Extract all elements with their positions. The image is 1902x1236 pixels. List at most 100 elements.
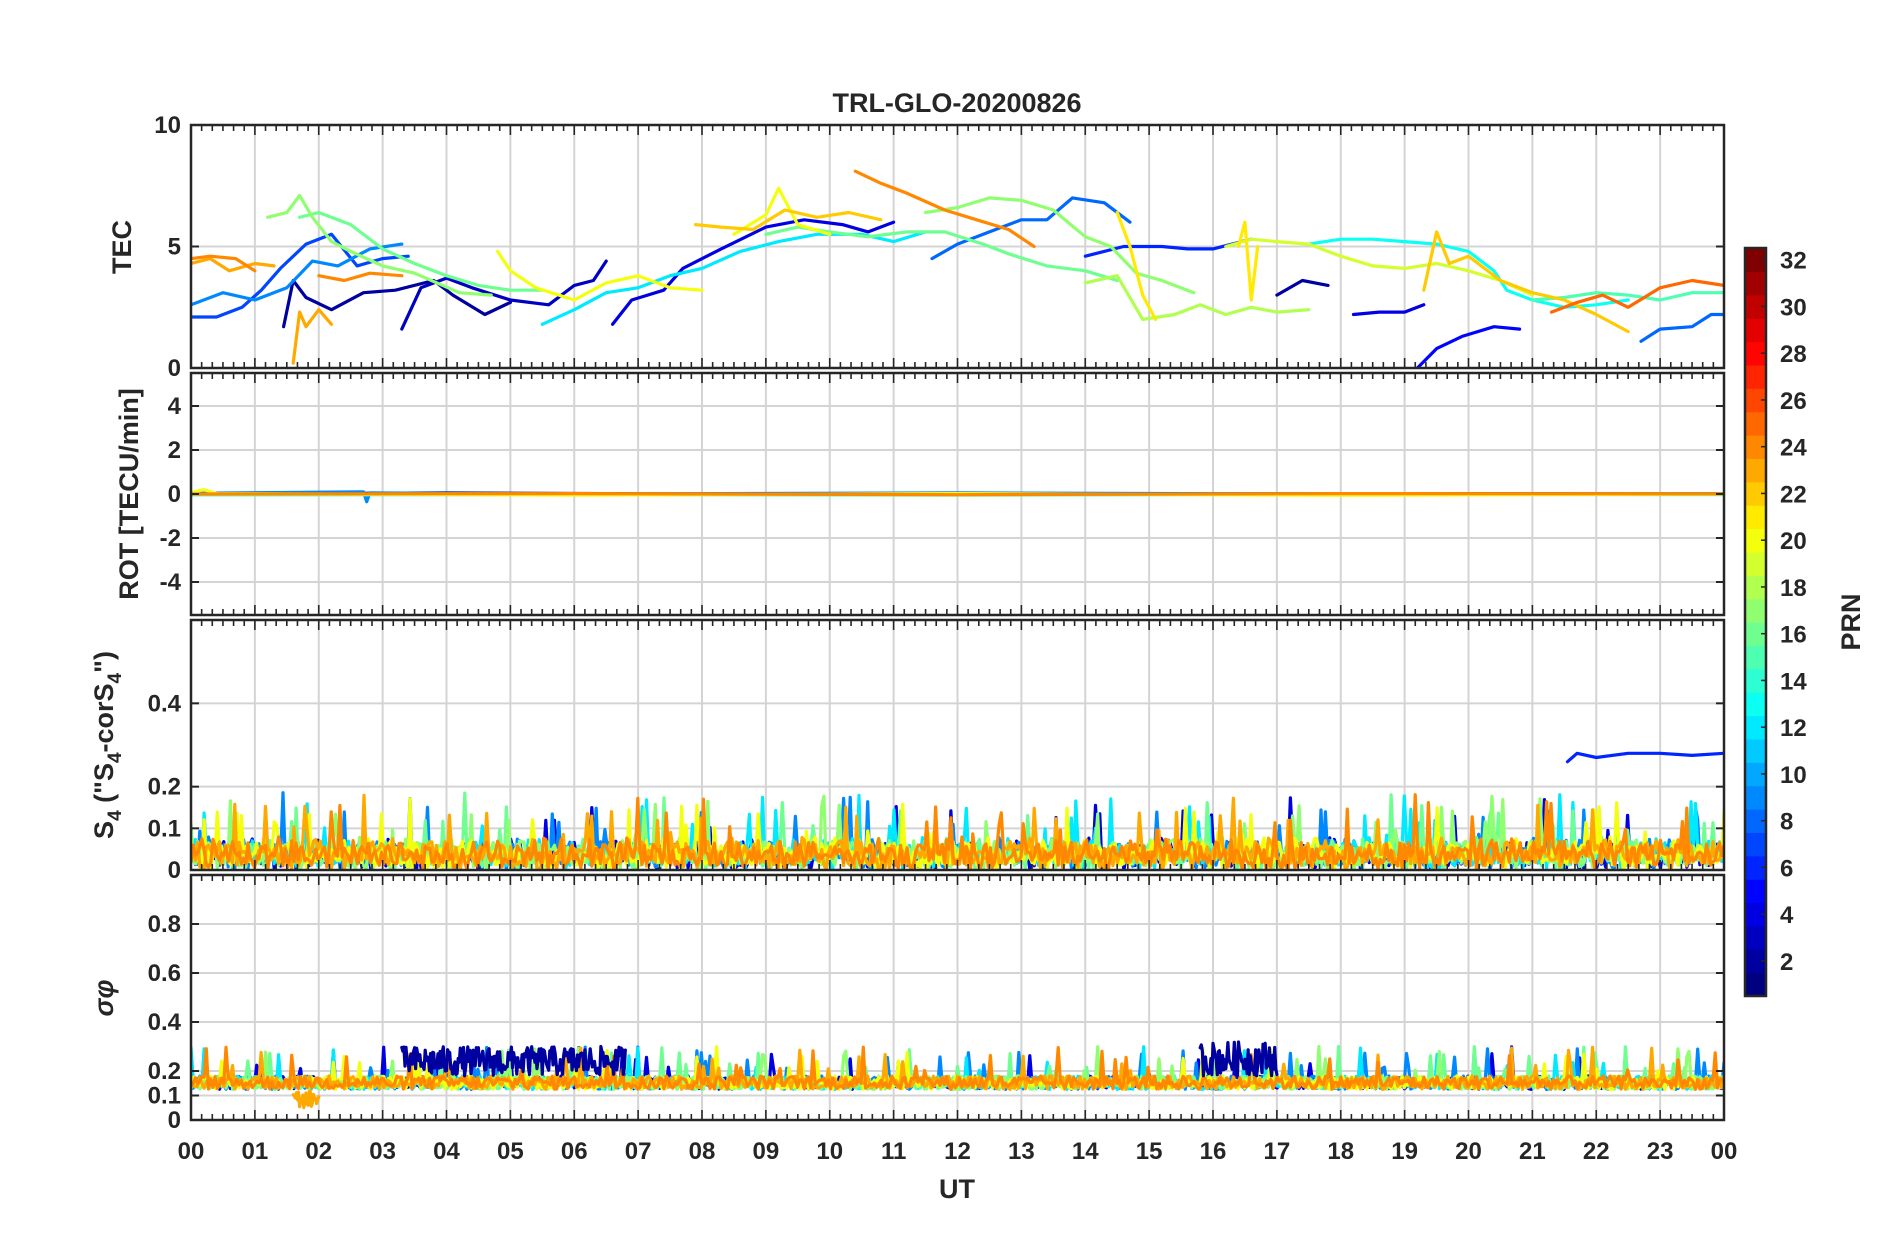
series-tec xyxy=(191,169,1724,368)
colorbar-label: PRN xyxy=(1836,593,1866,650)
feature-trace-prn-23 xyxy=(291,1089,321,1110)
series-prn-22 xyxy=(1422,230,1630,334)
y-tick-label: 5 xyxy=(168,234,181,261)
colorbar-band xyxy=(1745,785,1766,810)
series-rot xyxy=(191,488,1724,504)
colorbar-band xyxy=(1745,715,1766,740)
colorbar-band xyxy=(1745,388,1766,413)
panel-sigphi: 00.10.2 0.4 0.6 0.8 σφ xyxy=(89,873,1726,1134)
series-sigphi xyxy=(191,1040,1724,1110)
series-prn-24 xyxy=(191,492,1724,497)
x-tick-label: 10 xyxy=(816,1138,843,1165)
series-prn-24 xyxy=(317,271,404,283)
colorbar-band xyxy=(1745,294,1766,319)
colorbar-band xyxy=(1745,738,1766,763)
series-prn-24 xyxy=(191,254,257,273)
x-tick-label: 07 xyxy=(625,1138,652,1165)
colorbar-band xyxy=(1745,949,1766,974)
colorbar-tick-label: 10 xyxy=(1780,762,1807,789)
x-tick-label: 16 xyxy=(1200,1138,1227,1165)
x-tick-label: 15 xyxy=(1136,1138,1163,1165)
series-prn-4 xyxy=(1351,303,1426,317)
series-prn-17 xyxy=(266,193,493,297)
y-tick-label: 0 xyxy=(168,481,181,508)
colorbar-band xyxy=(1745,505,1766,530)
series-prn-23 xyxy=(191,257,276,273)
x-tick-label: 21 xyxy=(1519,1138,1546,1165)
colorbar-band xyxy=(1745,575,1766,600)
colorbar-band xyxy=(1745,855,1766,880)
x-tick-label: 00 xyxy=(1711,1138,1738,1165)
ylabel-sigphi: σφ xyxy=(89,980,119,1017)
series-prn-3 xyxy=(400,259,608,331)
x-tick-label: 08 xyxy=(689,1138,716,1165)
x-tick-label: 14 xyxy=(1072,1138,1099,1165)
y-tick-label: 0.8 xyxy=(148,911,181,938)
x-tick-label: 11 xyxy=(881,1138,906,1165)
x-axis-label: UT xyxy=(939,1174,975,1204)
colorbar-band xyxy=(1745,972,1766,997)
colorbar-band xyxy=(1745,762,1766,787)
series-prn-15 xyxy=(1530,291,1724,302)
colorbar-tick-label: 22 xyxy=(1780,481,1807,508)
colorbar-bands xyxy=(1745,248,1766,997)
colorbar-band xyxy=(1745,645,1766,670)
x-tick-label: 02 xyxy=(305,1138,332,1165)
x-tick-label: 13 xyxy=(1008,1138,1035,1165)
x-tick-label: 04 xyxy=(433,1138,460,1165)
series-prn-19 xyxy=(1224,237,1534,297)
y-tick-label: 0.2 xyxy=(148,774,181,801)
ylabel-rot: ROT [TECU/min] xyxy=(114,388,144,599)
x-tick-label: 23 xyxy=(1647,1138,1674,1165)
colorbar-tick-label: 14 xyxy=(1780,668,1807,695)
x-tick-label: 06 xyxy=(561,1138,588,1165)
series-prn-23 xyxy=(291,308,334,365)
series-prn-24 xyxy=(853,169,1036,249)
series-prn-20 xyxy=(496,249,704,302)
colorbar-band xyxy=(1745,458,1766,483)
colorbar-band xyxy=(1745,598,1766,623)
colorbar-band xyxy=(1745,481,1766,506)
series-prn-9 xyxy=(191,242,404,307)
colorbar-band xyxy=(1745,551,1766,576)
colorbar-tick-label: 24 xyxy=(1780,435,1807,462)
series-prn-7 xyxy=(191,232,410,319)
series-prn-6 xyxy=(1083,237,1253,258)
y-tick-label: 0.4 xyxy=(148,690,182,717)
noise-trace-prn-24 xyxy=(191,1045,1724,1091)
x-tick-label: 22 xyxy=(1583,1138,1610,1165)
x-tick-label: 00 xyxy=(178,1138,205,1165)
frame-tec xyxy=(189,123,1726,370)
y-tick-label: 0 xyxy=(168,355,181,382)
colorbar-band xyxy=(1745,271,1766,296)
colorbar-band xyxy=(1745,925,1766,950)
series-prn-18 xyxy=(1083,274,1311,321)
series-prn-2 xyxy=(1275,278,1330,297)
x-tick-label: 17 xyxy=(1264,1138,1291,1165)
colorbar-tick-label: 20 xyxy=(1780,528,1807,555)
series-prn-25 xyxy=(1549,278,1724,314)
colorbar-band xyxy=(1745,809,1766,833)
colorbar-band xyxy=(1745,528,1766,553)
frame-rot xyxy=(189,371,1726,617)
colorbar-band xyxy=(1745,668,1766,693)
y-tick-label: 2 xyxy=(168,437,181,464)
colorbar-band xyxy=(1745,411,1766,436)
x-tick-label: 20 xyxy=(1455,1138,1482,1165)
colorbar-tick-label: 16 xyxy=(1780,622,1807,649)
series-prn-16 xyxy=(298,210,544,292)
series-prn-20 xyxy=(732,186,832,236)
colorbar-band xyxy=(1745,318,1766,343)
y-tick-label: 0.1 xyxy=(148,815,181,842)
y-tick-label: 0.2 xyxy=(148,1058,181,1085)
series-prn-17 xyxy=(924,196,1196,295)
y-tick-label: 0.1 xyxy=(148,1083,181,1110)
colorbar-tick-label: 30 xyxy=(1780,294,1807,321)
frame-sigphi xyxy=(189,873,1726,1122)
grid-tec xyxy=(191,125,1724,368)
feature-trace-prn-2 xyxy=(400,1044,627,1078)
x-tick-labels: 00 01 02 03 04 05 06 07 08 09 10 11 12 13 14 15 16 17 18 19… xyxy=(178,1138,1738,1165)
